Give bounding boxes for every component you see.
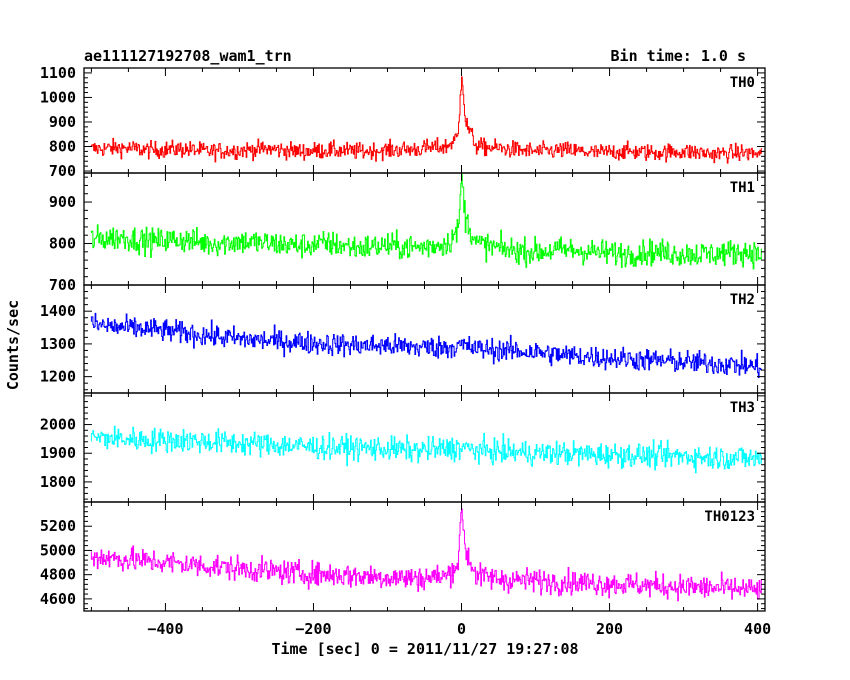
y-tick-label: 1200 — [40, 368, 76, 386]
panel-frame — [83, 172, 766, 286]
panel-th0123: 4600 4800 5000 5200 TH0123 −400 −200 0 200 400 — [40, 501, 771, 638]
panel-th0: 700 800 900 1000 1100 TH0 — [40, 64, 766, 180]
x-tick-label: −200 — [295, 620, 331, 638]
series-line-th1 — [90, 174, 763, 270]
panel-label: TH0123 — [704, 509, 755, 525]
bin-time-label: Bin time: 1.0 s — [611, 47, 746, 65]
panel-th2: 1200 1300 1400 TH2 — [40, 284, 766, 394]
series-line-th3 — [90, 425, 763, 474]
y-tick-label: 1400 — [40, 302, 76, 320]
y-tick-label: 5000 — [40, 541, 76, 559]
y-tick-label: 800 — [49, 235, 76, 253]
panel-label: TH3 — [730, 400, 755, 416]
series-line-th2 — [90, 312, 763, 379]
y-tick-label: 700 — [49, 162, 76, 180]
x-tick-label: 0 — [457, 620, 466, 638]
y-tick-label: 1900 — [40, 444, 76, 462]
series-line-th0 — [90, 76, 763, 164]
y-tick-label: 1300 — [40, 335, 76, 353]
panel-th3: 1800 1900 2000 TH3 — [40, 392, 766, 503]
panel-label: TH1 — [730, 180, 755, 196]
y-tick-label: 1800 — [40, 473, 76, 491]
y-tick-label: 4600 — [40, 590, 76, 608]
x-tick-label: 400 — [744, 620, 771, 638]
panel-frame — [83, 392, 766, 503]
series-line-th0123 — [90, 508, 763, 602]
x-tick-label: 200 — [596, 620, 623, 638]
panel-label: TH0 — [730, 75, 755, 91]
y-tick-label: 700 — [49, 276, 76, 294]
panels: 700 800 900 1000 1100 TH0 700 800 900 TH1 1200 1300… — [40, 64, 771, 638]
y-axis-label: Counts/sec — [4, 300, 22, 390]
y-tick-label: 900 — [49, 193, 76, 211]
y-tick-label: 1000 — [40, 88, 76, 106]
y-tick-label: 4800 — [40, 566, 76, 584]
chart-title: ae111127192708_wam1_trn — [84, 47, 292, 65]
x-axis-label: Time [sec] 0 = 2011/11/27 19:27:08 — [271, 640, 578, 658]
y-tick-label: 1100 — [40, 64, 76, 82]
panel-label: TH2 — [730, 292, 755, 308]
x-tick-label: −400 — [147, 620, 183, 638]
y-tick-label: 2000 — [40, 416, 76, 434]
y-tick-label: 900 — [49, 113, 76, 131]
y-tick-label: 800 — [49, 138, 76, 156]
y-tick-label: 5200 — [40, 517, 76, 535]
panel-th1: 700 800 900 TH1 — [49, 172, 766, 294]
panel-frame — [83, 67, 766, 174]
